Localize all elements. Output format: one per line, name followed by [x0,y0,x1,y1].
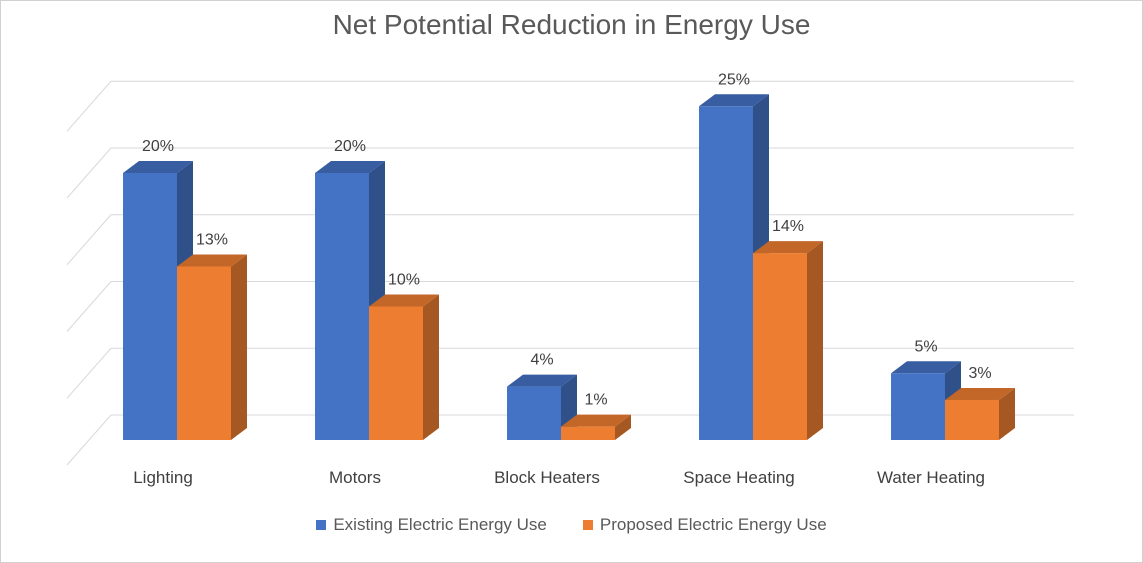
data-label-s0-c3: 25% [718,71,750,88]
bar-top-s0-c4 [891,361,961,374]
legend-label-proposed: Proposed Electric Energy Use [599,515,827,534]
data-label-s1-c1: 10% [388,272,420,289]
gridline-depth [66,80,112,132]
category-label: Lighting [133,468,193,487]
data-label-s0-c4: 5% [914,338,937,355]
data-label-s0-c1: 20% [334,138,366,155]
data-label-s1-c0: 13% [196,231,228,248]
bar-top-s0-c3 [699,94,769,107]
bar-side-s1-c3 [807,241,823,440]
data-label-s0-c2: 4% [530,352,553,369]
bar-top-s1-c3 [753,241,823,254]
category-label: Space Heating [683,468,795,487]
bar-side-s1-c1 [423,294,439,440]
bar-s1-c3 [753,253,807,440]
legend-label-existing: Existing Electric Energy Use [333,515,547,534]
category-label: Water Heating [877,468,985,487]
legend: Existing Electric Energy Use Proposed El… [1,515,1142,535]
legend-item-existing: Existing Electric Energy Use [316,515,547,535]
gridline-depth [66,214,112,266]
bar-s1-c2 [561,426,615,440]
bar-top-s1-c0 [177,254,247,267]
bar-s0-c0 [123,173,177,440]
bar-s1-c0 [177,266,231,440]
legend-swatch-existing [316,520,327,530]
bar-s1-c1 [369,306,423,440]
gridline-depth [66,147,112,199]
bar-s1-c4 [945,399,999,440]
bar-s0-c2 [507,386,561,440]
bar-s0-c1 [315,173,369,440]
bar-top-s1-c2 [561,414,631,427]
bar-side-s1-c2 [615,414,631,440]
bar-top-s1-c1 [369,294,439,307]
bar-side-s1-c4 [999,387,1015,440]
data-label-s1-c3: 14% [772,218,804,235]
chart-title: Net Potential Reduction in Energy Use [332,9,811,40]
category-label: Motors [329,468,381,487]
bar-top-s0-c1 [315,161,385,173]
bar-top-s0-c2 [507,374,577,387]
bar-s0-c4 [891,373,945,440]
bar-top-s1-c4 [945,387,1015,400]
legend-item-proposed: Proposed Electric Energy Use [582,515,827,535]
data-label-s1-c2: 1% [584,392,607,409]
category-label: Block Heaters [494,468,600,487]
data-label-s1-c4: 3% [968,365,991,382]
legend-swatch-proposed [582,520,593,530]
bar-s0-c3 [699,106,753,440]
gridline-depth [66,414,112,466]
data-label-s0-c0: 20% [142,138,174,155]
bar-side-s1-c0 [231,254,247,440]
bar-top-s0-c0 [123,161,193,173]
gridline-depth [66,347,112,399]
gridline-depth [66,281,112,332]
